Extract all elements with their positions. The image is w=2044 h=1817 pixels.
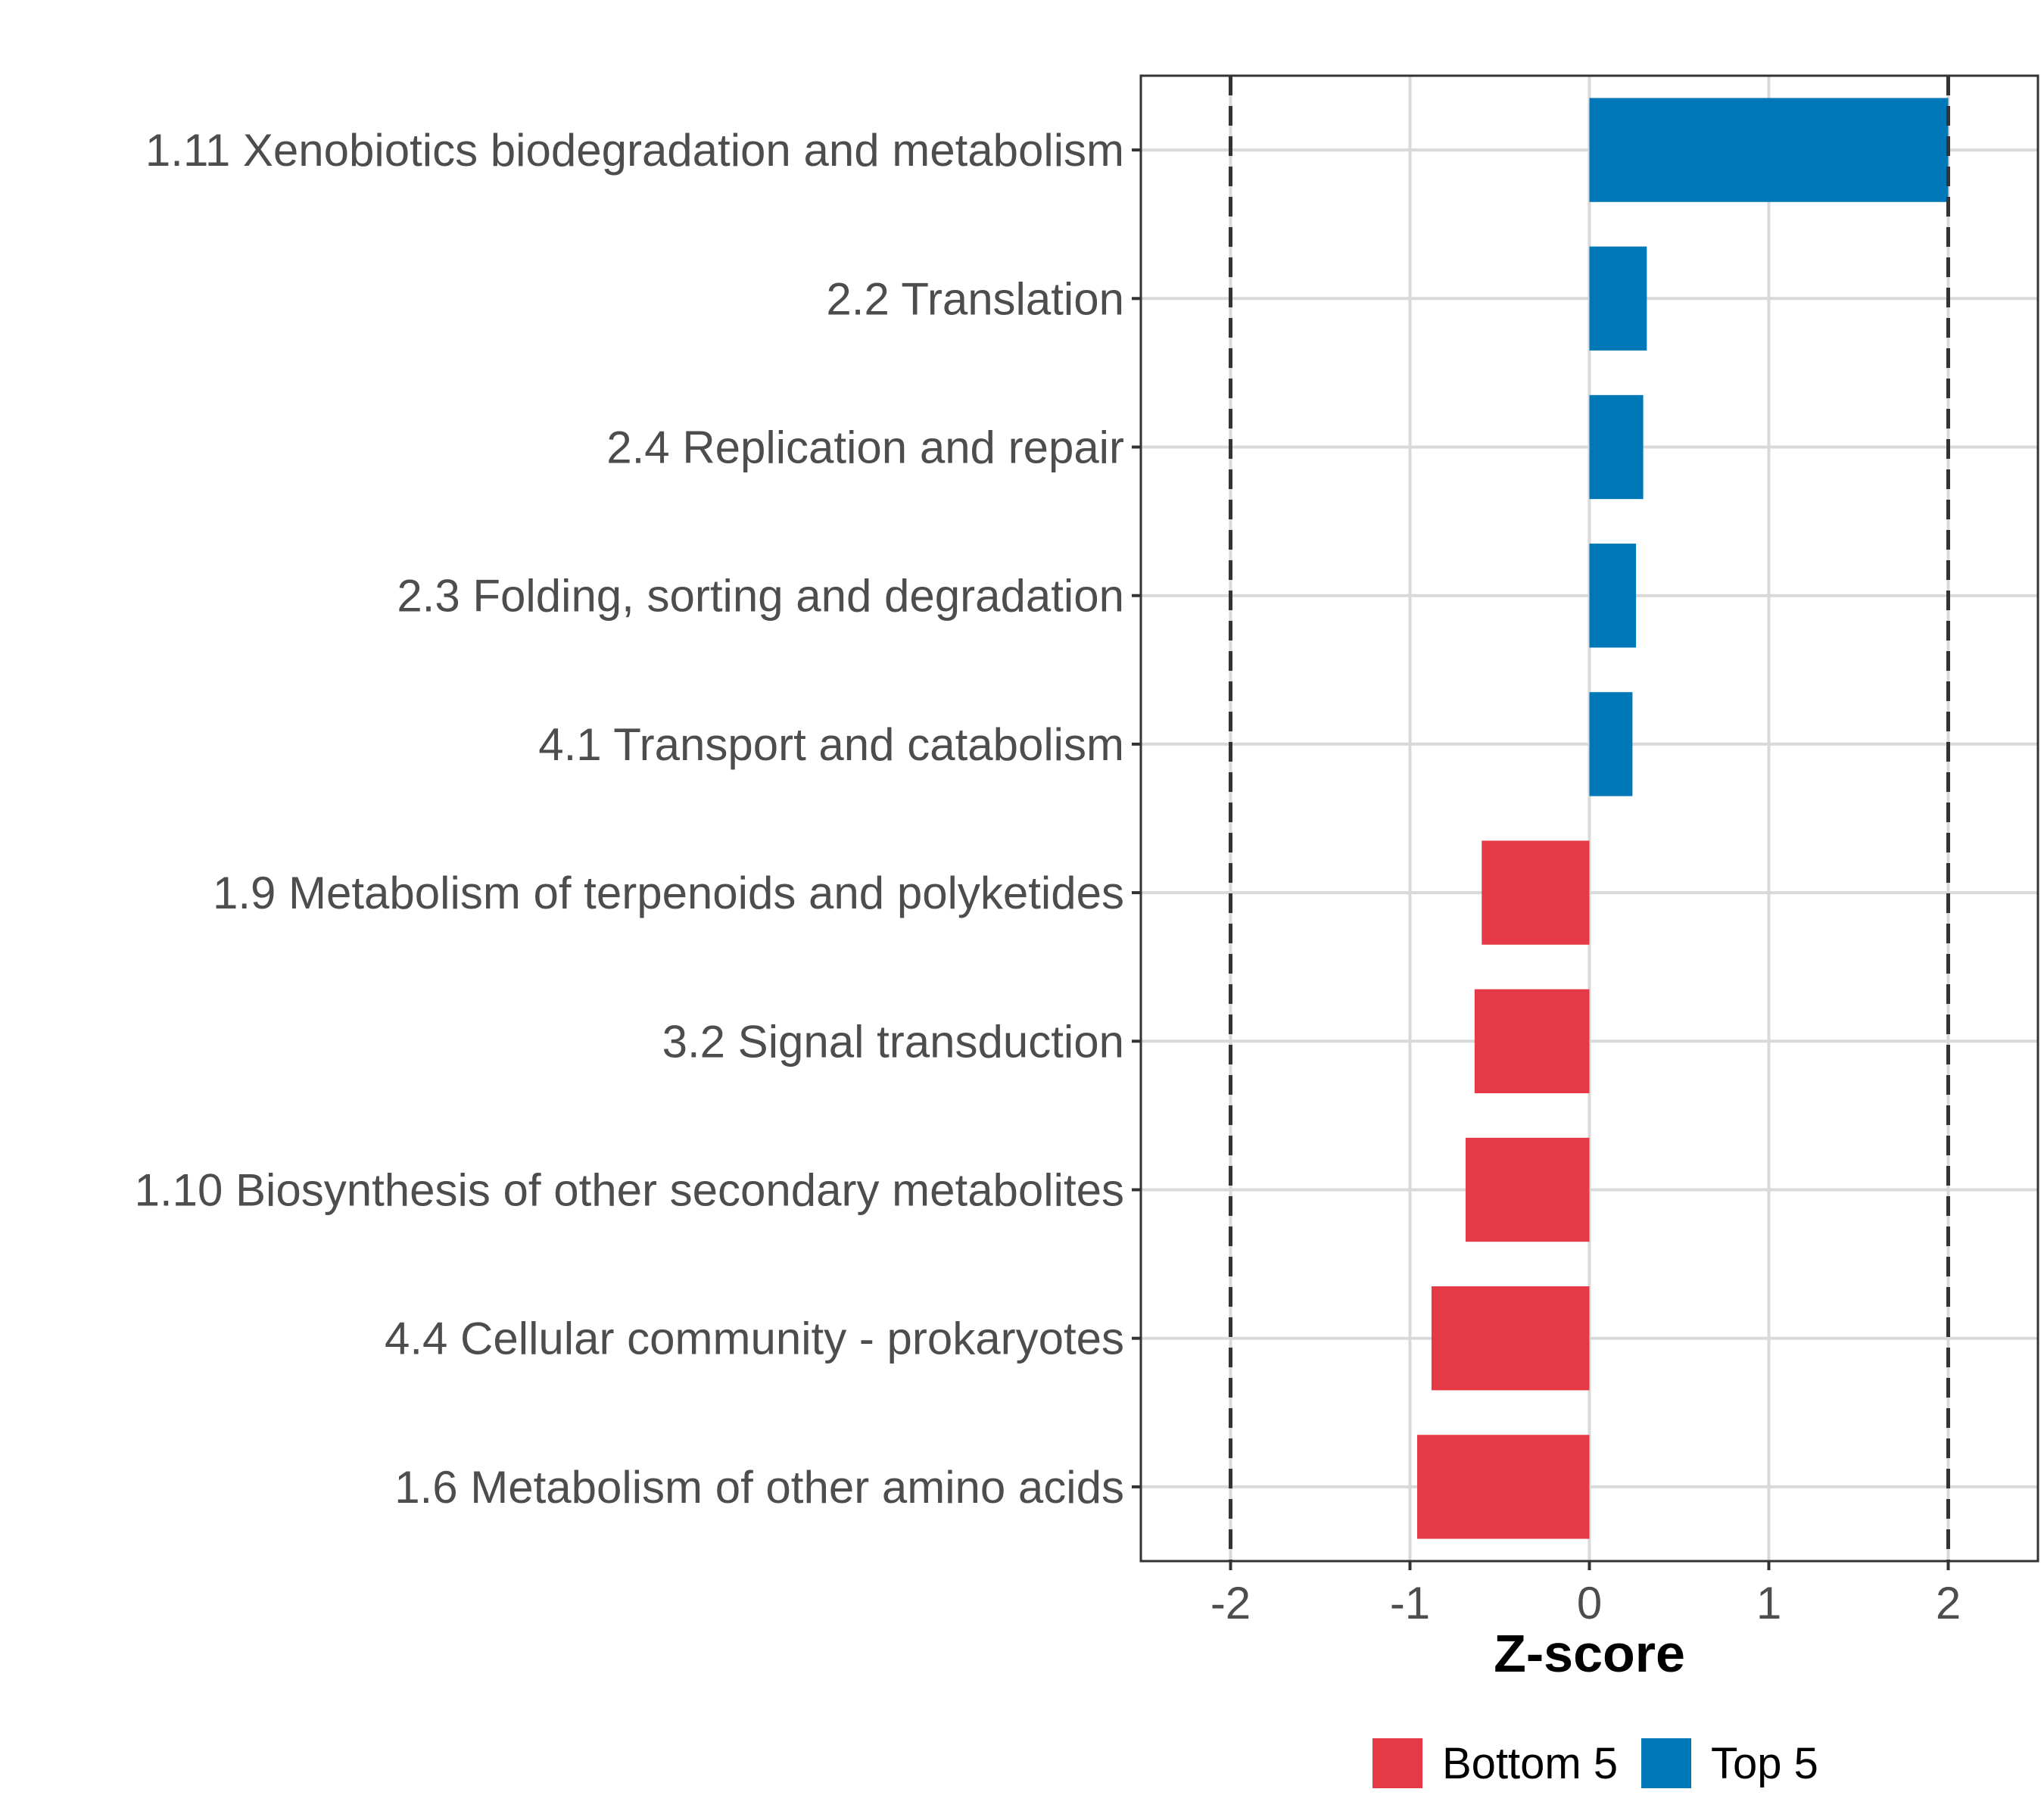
y-tick-label: 1.11 Xenobiotics biodegradation and meta… [145,125,1124,176]
y-tick-label: 4.1 Transport and catabolism [538,719,1124,770]
x-tick-label: 2 [1936,1578,1961,1628]
y-tick-label: 1.10 Biosynthesis of other secondary met… [135,1165,1124,1216]
legend-swatch [1373,1738,1422,1788]
bar [1589,544,1637,648]
y-tick-label: 1.9 Metabolism of terpenoids and polyket… [213,868,1124,918]
y-tick-label: 2.2 Translation [826,273,1124,324]
bar [1589,98,1949,202]
legend-label: Top 5 [1711,1739,1818,1788]
x-tick-label: 1 [1756,1578,1781,1628]
y-tick-label: 1.6 Metabolism of other amino acids [394,1462,1124,1513]
bar [1431,1286,1590,1391]
y-tick-label: 4.4 Cellular community - prokaryotes [385,1314,1124,1364]
x-tick-label: 0 [1577,1578,1602,1628]
bar [1589,246,1647,351]
y-tick-label: 2.3 Folding, sorting and degradation [397,571,1124,622]
x-axis: -2 -1 0 1 2 [1211,1561,1961,1628]
bar [1465,1137,1590,1242]
bar [1589,394,1644,500]
x-tick-label: -1 [1390,1578,1430,1628]
legend-swatch [1641,1738,1691,1788]
legend-label: Bottom 5 [1442,1739,1618,1788]
y-axis: 1.11 Xenobiotics biodegradation and meta… [135,125,1141,1513]
bar [1416,1435,1590,1539]
x-tick-label: -2 [1211,1578,1251,1628]
bar [1482,840,1590,945]
reference-lines [1229,76,1950,1561]
y-tick-label: 2.4 Replication and repair [606,422,1124,473]
legend: Bottom 5 Top 5 [1373,1738,1818,1788]
bar-layer [1416,98,1949,1539]
x-axis-title: Z-score [1494,1624,1685,1683]
bar [1474,989,1590,1093]
bar [1589,692,1633,796]
y-tick-label: 3.2 Signal transduction [662,1016,1124,1067]
